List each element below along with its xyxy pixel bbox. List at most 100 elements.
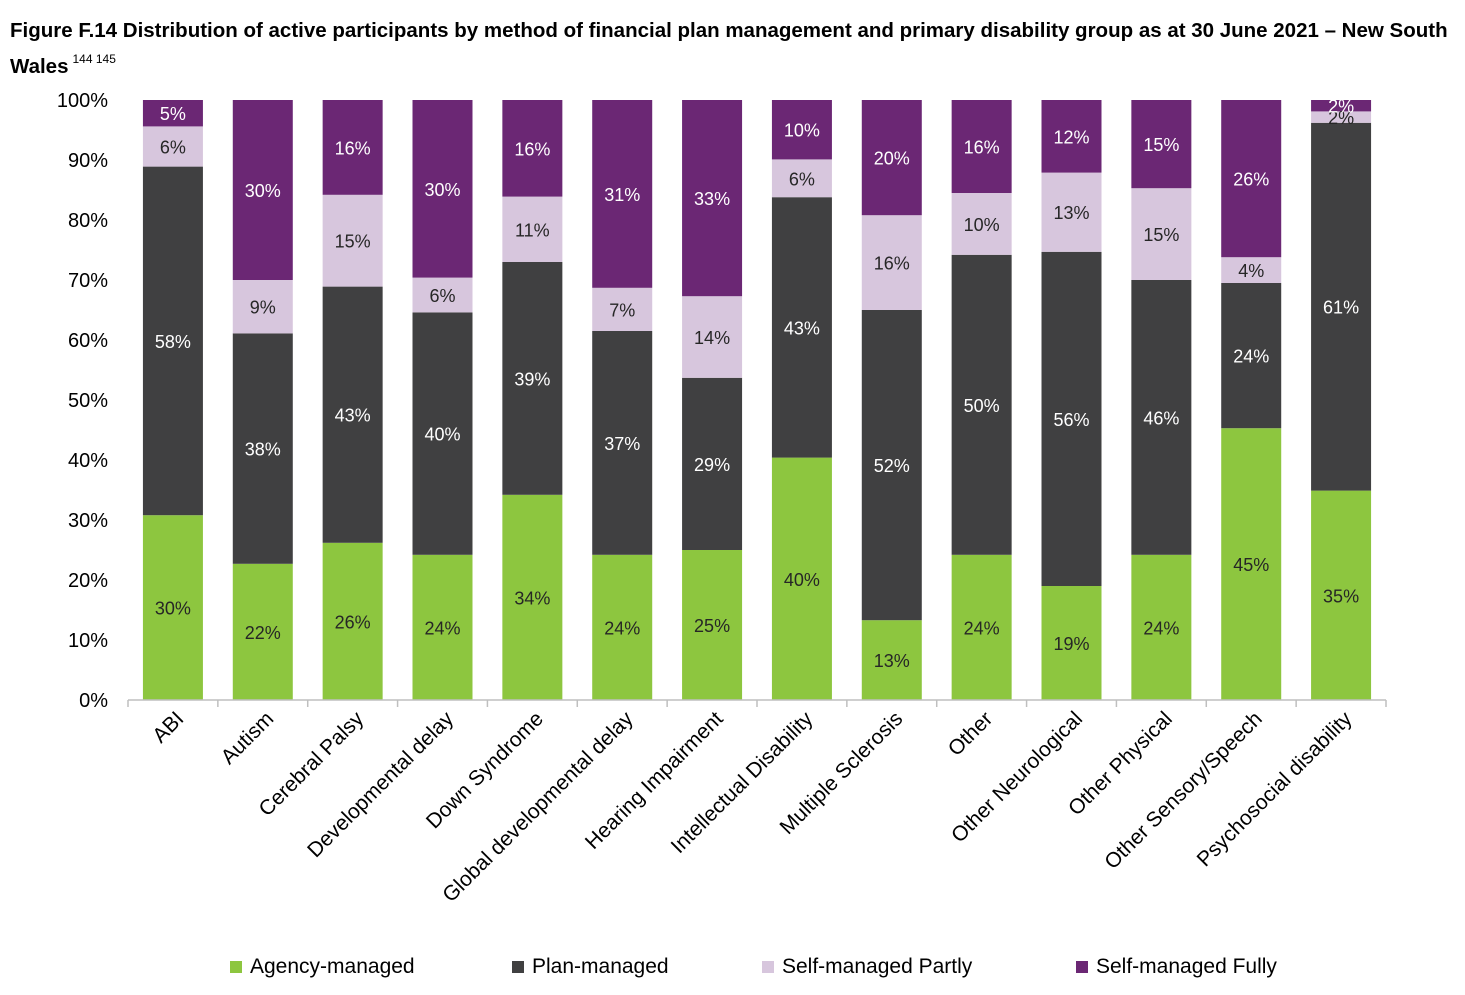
bar-segment: [1311, 111, 1372, 123]
y-axis: 0% 10% 20% 30% 40% 50% 60% 70% 80% 90% 100%: [57, 90, 108, 712]
data-label: 37%: [604, 434, 640, 454]
data-label: 5%: [160, 104, 186, 124]
legend-item: Self-managed Partly: [762, 951, 972, 983]
bar-stack: [142, 100, 203, 700]
data-label: 40%: [784, 570, 820, 590]
x-category-label: Developmental delay: [303, 707, 458, 862]
bar-stack: [1311, 100, 1372, 700]
y-tick-label: 100%: [57, 90, 108, 112]
bar-segment: [232, 280, 293, 334]
bar-segment: [592, 331, 653, 555]
data-label: 20%: [874, 149, 910, 169]
bar-segment: [142, 126, 203, 167]
data-label: 6%: [789, 169, 815, 189]
data-label: 6%: [160, 138, 186, 158]
legend-label: Plan-managed: [532, 955, 669, 978]
bar-segment: [1221, 257, 1282, 283]
bar-segment: [232, 100, 293, 280]
y-tick-label: 60%: [68, 330, 108, 352]
y-tick-label: 20%: [68, 570, 108, 592]
bar-segment: [502, 494, 563, 700]
data-label: 7%: [609, 300, 635, 320]
bar-stack: [322, 100, 383, 700]
data-label: 4%: [1238, 261, 1264, 281]
y-tick-label: 50%: [68, 390, 108, 412]
bar-segment: [412, 312, 473, 555]
bar-segment: [682, 550, 743, 700]
data-label: 9%: [250, 298, 276, 318]
bar-stack: [1041, 100, 1102, 700]
bar-segment: [1311, 100, 1372, 112]
bar-segment: [951, 100, 1012, 193]
bar-segment: [592, 554, 653, 700]
legend-swatch: [762, 961, 774, 973]
legend-item: Self-managed Fully: [1076, 951, 1277, 983]
bar-segment: [502, 100, 563, 197]
bar-segment: [682, 100, 743, 297]
data-label: 11%: [515, 220, 550, 240]
x-category-label: ABI: [148, 707, 188, 747]
bar-stack: [861, 100, 922, 700]
bar-segment: [682, 377, 743, 550]
bar-segment: [1041, 251, 1102, 587]
bar-stack: [502, 100, 563, 700]
bar-segment: [682, 296, 743, 378]
data-label: 43%: [784, 318, 820, 338]
chart-title-footnotes: 144 145: [72, 52, 116, 66]
data-label: 14%: [694, 328, 730, 348]
bar-segment: [232, 333, 293, 564]
data-label: 2%: [1328, 97, 1354, 117]
bar-segment: [771, 159, 832, 198]
bar-segment: [1311, 122, 1372, 491]
data-label: 19%: [1053, 634, 1089, 654]
bar-segment: [592, 100, 653, 288]
bar-segment: [951, 254, 1012, 555]
bar-series-group: 30% 58% 6% 5% 22% 38% 9% 30% 26% 43% 15% 16% 24% 40% 6…: [142, 97, 1372, 700]
legend-item: Plan-managed: [512, 951, 669, 983]
bar-segment: [861, 620, 922, 700]
bar-segment: [1131, 554, 1192, 700]
bar-stack: [1221, 100, 1282, 700]
chart-title: Figure F.14 Distribution of active parti…: [10, 16, 1455, 81]
legend-label: Agency-managed: [250, 955, 415, 978]
x-category-label: Autism: [217, 707, 279, 769]
bar-segment: [322, 286, 383, 543]
bar-segment: [1131, 188, 1192, 280]
bar-stack: [232, 100, 293, 700]
data-label: 24%: [424, 618, 460, 638]
y-tick-label: 90%: [68, 150, 108, 172]
data-label: 6%: [429, 286, 455, 306]
chart-legend: Agency-managed Plan-managed Self-managed P…: [0, 951, 1465, 983]
legend-item: Agency-managed: [230, 951, 415, 983]
bar-stack: [771, 100, 832, 700]
data-label: 35%: [1323, 586, 1359, 606]
data-label: 13%: [874, 651, 910, 671]
y-tick-label: 40%: [68, 450, 108, 472]
bar-segment: [502, 262, 563, 495]
bar-segment: [1041, 172, 1102, 252]
bar-segment: [951, 193, 1012, 255]
x-category-label: Psychosocial disability: [1193, 707, 1357, 871]
data-label: 43%: [335, 406, 371, 426]
bar-stack: [412, 100, 473, 700]
data-label: 12%: [1053, 127, 1089, 147]
y-tick-label: 80%: [68, 210, 108, 232]
bar-segment: [322, 100, 383, 195]
data-label: 15%: [1143, 135, 1179, 155]
data-label: 46%: [1143, 408, 1179, 428]
bar-segment: [1131, 100, 1192, 189]
data-label: 16%: [335, 138, 371, 158]
chart-title-text: Figure F.14 Distribution of active parti…: [10, 19, 1448, 78]
bar-segment: [412, 554, 473, 700]
data-label: 30%: [424, 180, 460, 200]
data-label: 25%: [694, 616, 730, 636]
data-label: 13%: [1053, 203, 1089, 223]
data-label: 16%: [514, 139, 550, 159]
bar-segment: [861, 100, 922, 216]
legend-label: Self-managed Partly: [782, 955, 973, 978]
data-label: 2%: [1328, 108, 1354, 128]
legend-swatch: [512, 961, 524, 973]
data-label: 30%: [155, 599, 191, 619]
data-label: 56%: [1053, 410, 1089, 430]
